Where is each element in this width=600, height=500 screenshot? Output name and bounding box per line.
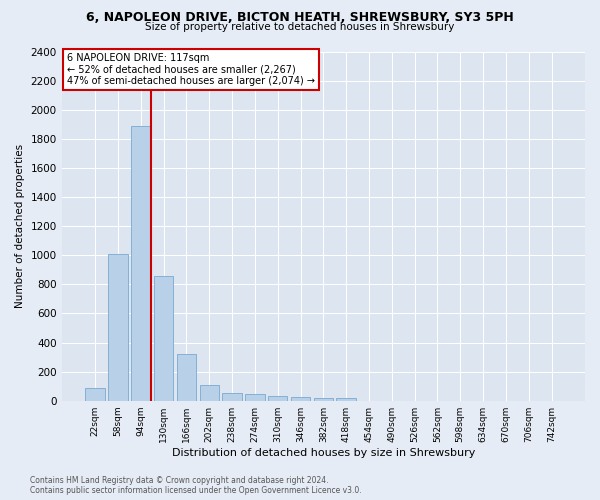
Bar xyxy=(154,276,173,400)
Bar xyxy=(223,392,242,400)
Bar xyxy=(177,354,196,401)
Text: Contains HM Land Registry data © Crown copyright and database right 2024.
Contai: Contains HM Land Registry data © Crown c… xyxy=(30,476,362,495)
Bar xyxy=(131,126,151,400)
X-axis label: Distribution of detached houses by size in Shrewsbury: Distribution of detached houses by size … xyxy=(172,448,475,458)
Bar xyxy=(200,384,219,400)
Text: Size of property relative to detached houses in Shrewsbury: Size of property relative to detached ho… xyxy=(145,22,455,32)
Bar xyxy=(268,396,287,400)
Bar xyxy=(108,254,128,400)
Bar xyxy=(337,398,356,400)
Y-axis label: Number of detached properties: Number of detached properties xyxy=(15,144,25,308)
Bar xyxy=(85,388,105,400)
Text: 6, NAPOLEON DRIVE, BICTON HEATH, SHREWSBURY, SY3 5PH: 6, NAPOLEON DRIVE, BICTON HEATH, SHREWSB… xyxy=(86,11,514,24)
Bar xyxy=(245,394,265,400)
Text: 6 NAPOLEON DRIVE: 117sqm
← 52% of detached houses are smaller (2,267)
47% of sem: 6 NAPOLEON DRIVE: 117sqm ← 52% of detach… xyxy=(67,53,315,86)
Bar xyxy=(291,397,310,400)
Bar xyxy=(314,398,333,400)
